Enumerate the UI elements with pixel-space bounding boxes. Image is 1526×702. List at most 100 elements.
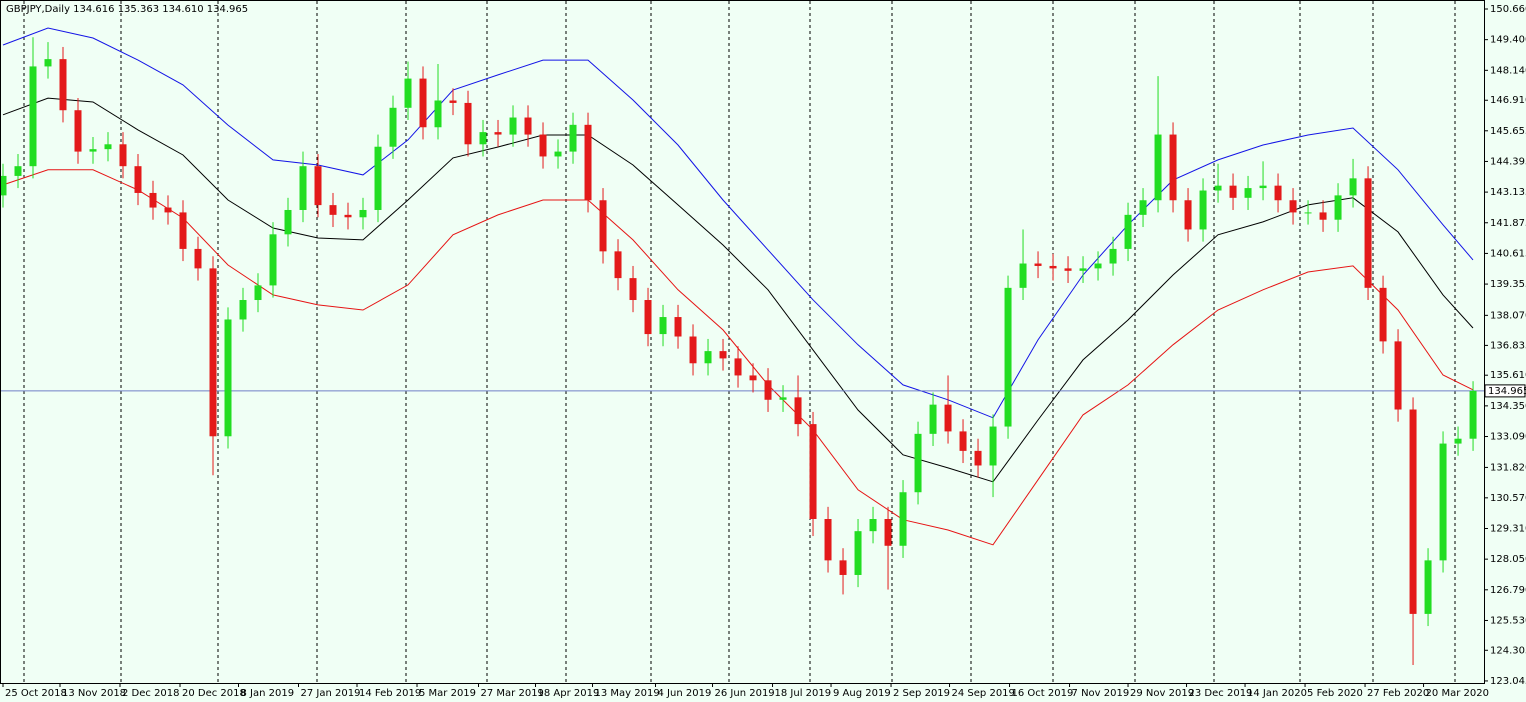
x-tick-label: 27 Jan 2019 [301,688,361,699]
candle-body [974,450,982,466]
x-tick-label: 16 Oct 2019 [1012,688,1074,699]
x-tick-label: 26 Jun 2019 [715,688,775,699]
candle-body [1439,443,1447,561]
y-tick-label: 123.045 [1490,676,1526,687]
candle-body [1139,200,1147,215]
x-tick-label: 29 Nov 2019 [1130,688,1194,699]
price-label: 134.965 [1488,386,1526,397]
y-tick-label: 126.790 [1490,585,1526,596]
candle-body [89,149,97,152]
candle-body [959,431,967,451]
band-line [2,97,1474,483]
x-tick-label: 7 Nov 2019 [1072,688,1130,699]
candle-body [689,336,697,364]
candle-body [164,207,172,213]
candle-body [1259,185,1267,189]
x-tick-label: 25 Oct 2018 [5,688,67,699]
chart-title: GBPJPY,Daily 134.616 135.363 134.610 134… [6,4,248,15]
candle-body [1244,188,1252,198]
y-tick-label: 138.070 [1490,310,1526,321]
candle-body [914,433,922,493]
x-tick-label: 20 Mar 2020 [1426,688,1489,699]
candle-body [1334,195,1342,220]
candle-body [119,144,127,167]
candle-body [1124,214,1132,249]
y-tick-label: 128.050 [1490,554,1526,565]
x-tick-label: 14 Jan 2020 [1247,688,1307,699]
candle-body [194,248,202,269]
y-tick-label: 141.875 [1490,218,1526,229]
candle-body [1094,263,1102,269]
candle-body [1109,248,1117,264]
candle-body [599,200,607,252]
candle-body [389,107,397,147]
candle-body [1274,185,1282,201]
candle-body [929,404,937,434]
candle-body [344,214,352,218]
y-tick-label: 131.820 [1490,462,1526,473]
candle-body [404,78,412,108]
y-tick-label: 145.655 [1490,126,1526,137]
candle-body [854,531,862,575]
candle-body [764,380,772,400]
candle-body [134,166,142,193]
candle-body [14,166,22,176]
x-tick-label: 13 May 2019 [595,688,660,699]
candle-body [254,285,262,301]
candle-body [1154,134,1162,201]
candle-body [869,519,877,532]
y-tick-label: 149.400 [1490,35,1526,46]
candle-body [659,317,667,335]
candle-body [509,117,517,135]
candle-body [449,100,457,103]
candle-body [0,175,7,196]
candle-body [989,426,997,466]
plot-area [0,27,1484,665]
y-tick-label: 134.350 [1490,401,1526,412]
candle-body [419,78,427,128]
candle-body [434,100,442,128]
y-tick-label: 148.140 [1490,65,1526,76]
candle-body [704,351,712,364]
candle-body [374,146,382,210]
candle-body [329,205,337,215]
candle-body [269,234,277,286]
candle-body [584,124,592,201]
candle-body [59,59,67,111]
y-tick-label: 140.615 [1490,248,1526,259]
plot-frame [0,0,1485,684]
candle-body [614,251,622,279]
y-tick-label: 136.835 [1490,340,1526,351]
candle-body [1304,212,1312,214]
candle-body [284,209,292,235]
candle-body [884,519,892,546]
x-tick-label: 5 Feb 2020 [1307,688,1363,699]
candle-body [314,166,322,206]
candle-body [1469,390,1477,439]
candle-body [674,317,682,337]
candle-body [734,358,742,376]
candle-body [644,300,652,335]
candle-body [554,151,562,157]
y-tick-label: 129.310 [1490,523,1526,534]
candle-body [749,375,757,381]
candle-body [629,278,637,301]
candle-body [1394,341,1402,410]
candle-body [1229,185,1237,198]
candle-body [779,397,787,400]
y-tick-label: 135.610 [1490,370,1526,381]
candle-body [479,132,487,145]
candle-body [494,132,502,135]
y-tick-label: 143.135 [1490,187,1526,198]
y-tick-label: 139.355 [1490,279,1526,290]
x-tick-label: 13 Nov 2018 [62,688,126,699]
band-line [2,27,1474,419]
x-tick-label: 20 Dec 2018 [182,688,246,699]
x-tick-label: 4 Jun 2019 [658,688,712,699]
x-tick-label: 18 Jul 2019 [775,688,832,699]
x-tick-label: 2 Dec 2018 [122,688,180,699]
candle-body [1319,212,1327,220]
y-tick-label: 130.570 [1490,493,1526,504]
candle-body [569,124,577,152]
